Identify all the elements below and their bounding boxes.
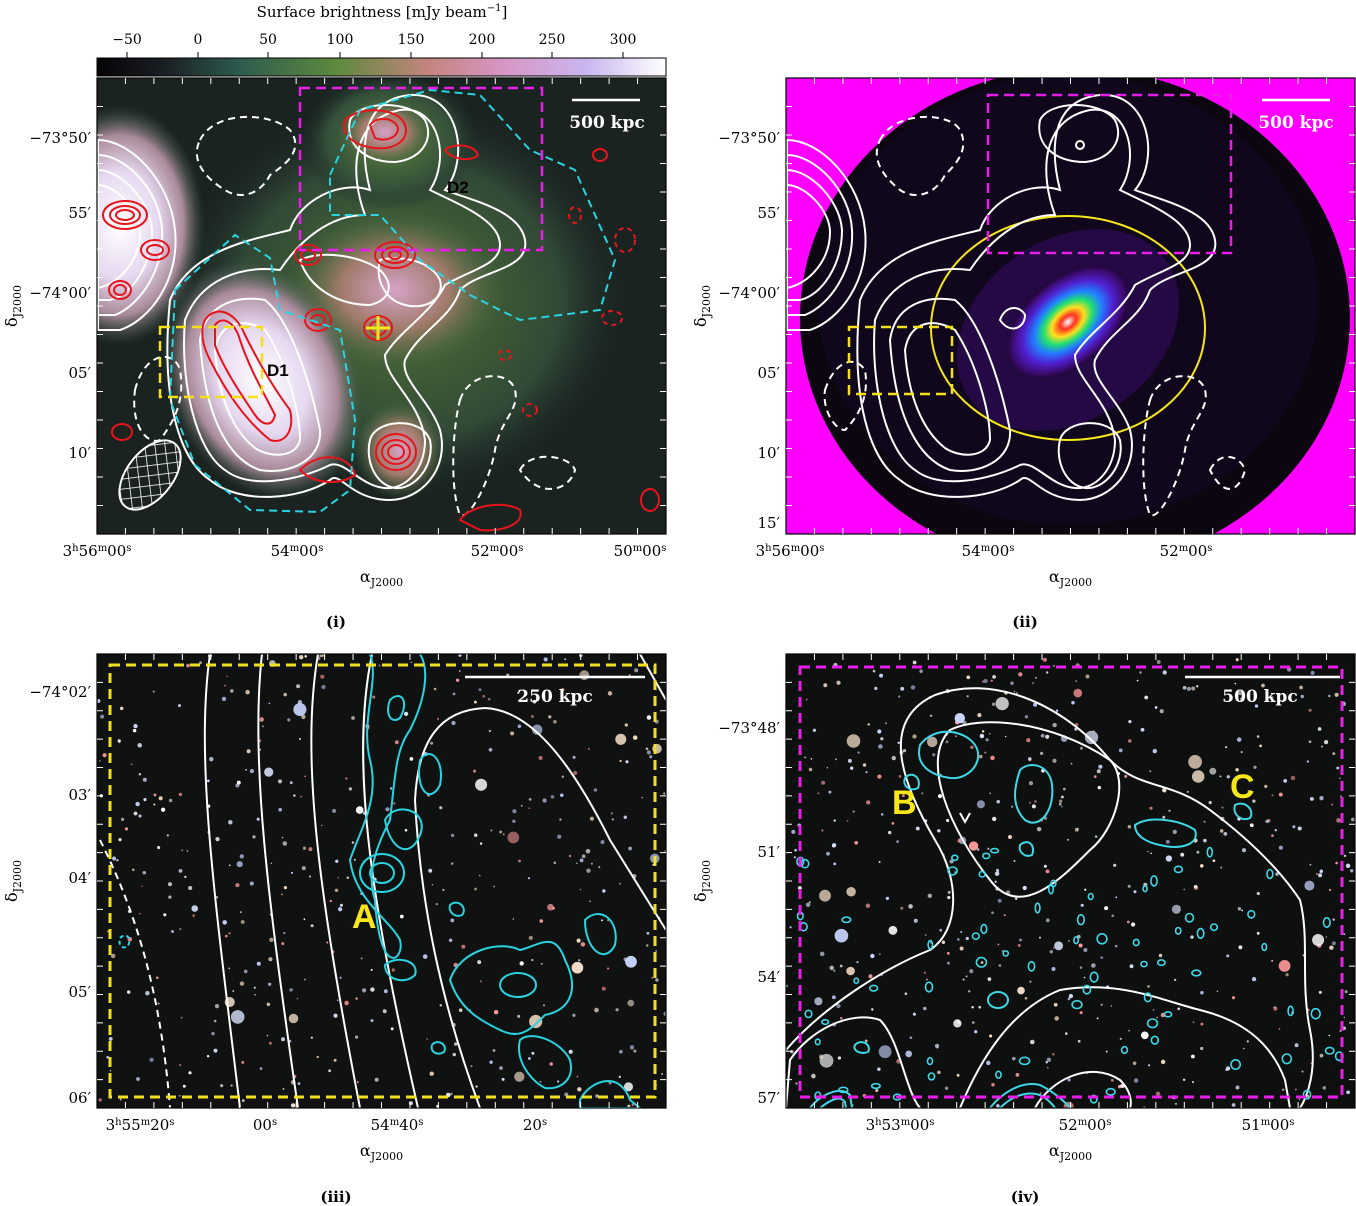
ra-tick-label: 52m00s — [471, 542, 524, 560]
panel-iii: A 250 kpc — [96, 653, 667, 1109]
colorbar-tick-label: 200 — [469, 32, 496, 48]
dec-tick-label: 06′ — [69, 1089, 92, 1107]
colorbar-tick-label: −50 — [112, 32, 142, 48]
dec-tick-label: 15′ — [758, 514, 781, 532]
dec-tick-label: 05′ — [69, 983, 92, 1001]
x-axis-label: αJ2000 — [1049, 567, 1092, 589]
x-axis-label: αJ2000 — [360, 1141, 403, 1163]
colorbar-tick-label: 100 — [327, 32, 354, 48]
colorbar-ticks: −50 0 50 100 150 200 250 300 — [112, 32, 636, 58]
ra-tick-label: 3h56m00s — [756, 542, 825, 560]
dec-tick-label: 10′ — [758, 444, 781, 462]
ra-tick-label: 54m00s — [962, 542, 1015, 560]
y-axis-label: δJ2000 — [691, 860, 713, 902]
colorbar: Surface brightness [mJy beam−1] −50 0 50 10… — [96, 3, 667, 77]
dec-tick-label: 05′ — [758, 364, 781, 382]
dec-tick-label: 05′ — [69, 364, 92, 382]
cluster-center-cross — [366, 316, 390, 340]
label-d1: D1 — [267, 361, 289, 380]
panel-iv: B C 500 kpc — [785, 653, 1356, 1109]
axes: 3h56m00s 54m00s 52m00s 50m00s −73°50′ 55′ −74°… — [2, 78, 1355, 1206]
ra-tick-label: 20s — [523, 1116, 547, 1134]
ra-tick-label: 52m00s — [1160, 542, 1213, 560]
ra-tick-label: 50m00s — [614, 542, 667, 560]
dec-tick-label: −74°02′ — [29, 683, 91, 701]
dec-tick-label: 51′ — [758, 843, 781, 861]
scalebar-label: 500 kpc — [1222, 687, 1297, 707]
ra-tick-label: 3h55m20s — [106, 1116, 175, 1134]
colorbar-tick-label: 0 — [194, 32, 203, 48]
label-c: C — [1230, 768, 1255, 806]
dec-tick-label: 57′ — [758, 1089, 781, 1107]
panel-caption: (ii) — [1012, 613, 1038, 631]
ra-tick-label: 52m00s — [1059, 1116, 1112, 1134]
dec-tick-label: 10′ — [69, 444, 92, 462]
dec-tick-label: −74°00′ — [29, 284, 91, 302]
dec-tick-label: 04′ — [69, 869, 92, 887]
panel-i: D1 D2 500 kpc — [96, 77, 667, 535]
colorbar-tick-label: 250 — [539, 32, 566, 48]
panel-ii: 500 kpc — [785, 77, 1356, 535]
panel-caption: (iii) — [320, 1188, 351, 1206]
ra-tick-label: 54m40s — [371, 1116, 424, 1134]
ra-tick-label: 00s — [253, 1116, 277, 1134]
colorbar-tick-label: 50 — [259, 32, 277, 48]
panel-caption: (i) — [326, 613, 346, 631]
dec-tick-label: 54′ — [758, 968, 781, 986]
label-d2: D2 — [447, 178, 469, 197]
y-axis-label: δJ2000 — [691, 285, 713, 327]
dec-tick-label: −73°50′ — [29, 129, 91, 147]
y-axis-label: δJ2000 — [2, 285, 24, 327]
scalebar-label: 500 kpc — [569, 113, 644, 133]
ra-tick-label: 3h53m00s — [866, 1116, 935, 1134]
dec-tick-label: −74°00′ — [718, 284, 780, 302]
panel-caption: (iv) — [1011, 1188, 1040, 1206]
radio-contours — [97, 93, 527, 502]
colorbar-title: Surface brightness [mJy beam−1] — [257, 3, 508, 21]
y-axis-label: δJ2000 — [2, 860, 24, 902]
dec-tick-label: −73°50′ — [718, 129, 780, 147]
label-b: B — [892, 784, 917, 822]
star-field — [786, 657, 1355, 1108]
ra-tick-label: 51m00s — [1242, 1116, 1295, 1134]
compact-sources — [102, 109, 660, 532]
x-axis-label: αJ2000 — [360, 567, 403, 589]
beam-ellipse — [118, 439, 182, 511]
colorbar-tick-label: 150 — [398, 32, 425, 48]
ra-tick-label: 54m00s — [271, 542, 324, 560]
dec-tick-label: −73°48′ — [718, 719, 780, 737]
dec-tick-label: 03′ — [69, 786, 92, 804]
dec-tick-label: 55′ — [758, 204, 781, 222]
scalebar-label: 500 kpc — [1258, 113, 1333, 133]
colorbar-tick-label: 300 — [610, 32, 637, 48]
label-a: A — [352, 898, 377, 936]
scalebar-label: 250 kpc — [517, 687, 592, 707]
ra-tick-label: 3h56m00s — [63, 542, 132, 560]
dec-tick-label: 55′ — [69, 204, 92, 222]
colorbar-gradient — [96, 57, 667, 77]
x-axis-label: αJ2000 — [1049, 1141, 1092, 1163]
